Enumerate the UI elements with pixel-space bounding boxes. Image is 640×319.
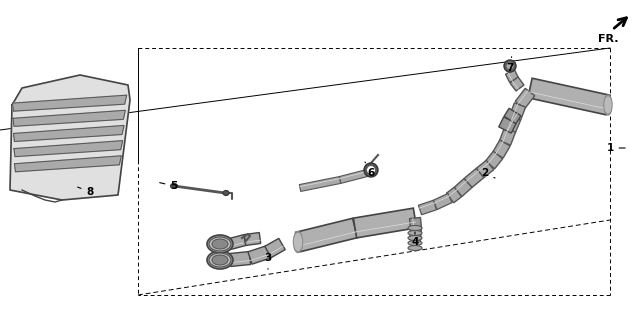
Polygon shape [499, 128, 516, 145]
Polygon shape [410, 218, 422, 228]
Ellipse shape [212, 239, 228, 249]
Polygon shape [504, 116, 520, 132]
Text: FR.: FR. [598, 34, 618, 44]
Polygon shape [15, 156, 122, 172]
Polygon shape [433, 193, 452, 210]
Polygon shape [510, 77, 524, 91]
Polygon shape [509, 103, 525, 120]
Ellipse shape [408, 226, 422, 231]
Polygon shape [485, 151, 502, 169]
Ellipse shape [170, 183, 177, 189]
Polygon shape [504, 108, 521, 124]
Ellipse shape [408, 231, 422, 235]
Text: 4: 4 [412, 232, 419, 247]
Polygon shape [499, 117, 516, 133]
Polygon shape [244, 233, 260, 245]
Polygon shape [229, 252, 251, 266]
Polygon shape [493, 140, 510, 158]
Polygon shape [464, 168, 484, 188]
Polygon shape [14, 141, 123, 157]
Polygon shape [515, 88, 535, 109]
Ellipse shape [604, 95, 612, 115]
Ellipse shape [212, 255, 228, 265]
Ellipse shape [408, 235, 422, 241]
Ellipse shape [364, 163, 378, 177]
Text: 1: 1 [606, 143, 625, 153]
Polygon shape [454, 179, 472, 197]
Text: 3: 3 [264, 253, 271, 269]
Text: 6: 6 [365, 162, 374, 178]
Ellipse shape [367, 166, 376, 174]
Ellipse shape [207, 251, 233, 269]
Text: 7: 7 [506, 57, 514, 73]
Polygon shape [410, 227, 422, 241]
Polygon shape [10, 75, 130, 200]
Ellipse shape [209, 253, 231, 267]
Ellipse shape [408, 241, 422, 246]
Polygon shape [353, 208, 417, 238]
Text: 2: 2 [481, 168, 495, 178]
Polygon shape [339, 169, 372, 183]
Ellipse shape [506, 62, 514, 70]
Polygon shape [419, 200, 436, 215]
Polygon shape [296, 218, 357, 252]
Ellipse shape [408, 246, 422, 250]
Ellipse shape [223, 190, 229, 196]
Polygon shape [265, 238, 285, 258]
Polygon shape [476, 160, 493, 178]
Ellipse shape [605, 97, 611, 113]
Text: 5: 5 [160, 181, 178, 191]
Polygon shape [447, 187, 461, 203]
Ellipse shape [294, 232, 303, 253]
Ellipse shape [209, 237, 231, 251]
Polygon shape [528, 78, 610, 115]
Polygon shape [506, 70, 518, 82]
Ellipse shape [207, 235, 233, 253]
Ellipse shape [294, 234, 301, 250]
Polygon shape [248, 246, 270, 264]
Text: 8: 8 [77, 187, 93, 197]
Polygon shape [228, 235, 246, 249]
Polygon shape [300, 177, 340, 191]
Polygon shape [13, 125, 124, 141]
Ellipse shape [504, 60, 516, 72]
Polygon shape [13, 110, 125, 126]
Polygon shape [13, 95, 127, 111]
